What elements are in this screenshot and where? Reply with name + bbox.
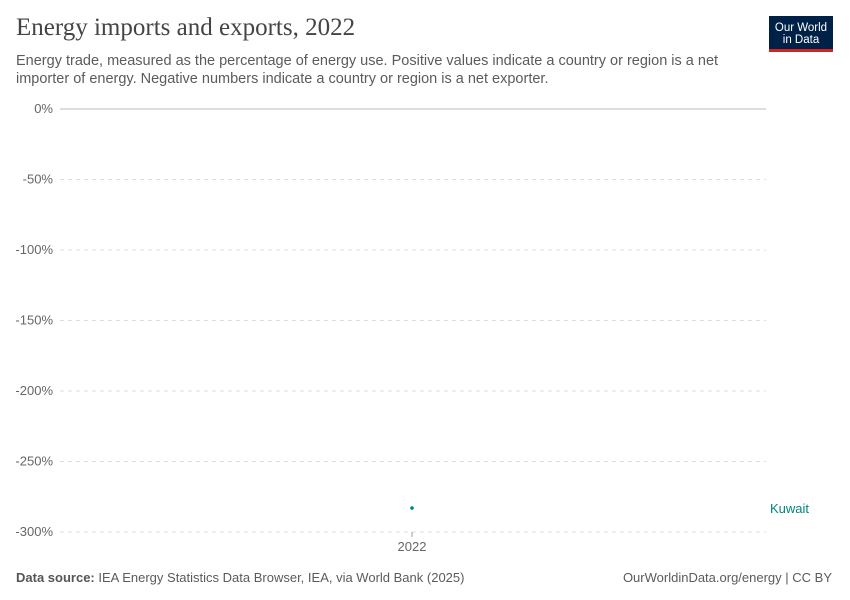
x-tick-label: 2022 — [398, 539, 427, 554]
source-text[interactable]: IEA Energy Statistics Data Browser, IEA,… — [98, 570, 465, 585]
series-label: Kuwait — [770, 501, 809, 516]
owid-logo[interactable]: Our World in Data — [769, 16, 833, 52]
y-tick-label: -100% — [15, 242, 53, 257]
chart-title: Energy imports and exports, 2022 — [16, 14, 356, 41]
data-source: Data source: IEA Energy Statistics Data … — [16, 570, 464, 585]
chart-subtitle: Energy trade, measured as the percentage… — [16, 53, 719, 87]
y-tick-label: 0% — [34, 101, 53, 116]
y-tick-label: -300% — [15, 524, 53, 539]
y-tick-label: -150% — [15, 313, 53, 328]
y-tick-label: -250% — [15, 454, 53, 469]
source-label: Data source: — [16, 570, 95, 585]
data-point — [410, 506, 414, 510]
logo-text: Our World in Data — [774, 21, 828, 46]
y-tick-label: -50% — [23, 172, 54, 187]
y-tick-label: -200% — [15, 383, 53, 398]
credit-link[interactable]: OurWorldinData.org/energy | CC BY — [622, 570, 832, 585]
